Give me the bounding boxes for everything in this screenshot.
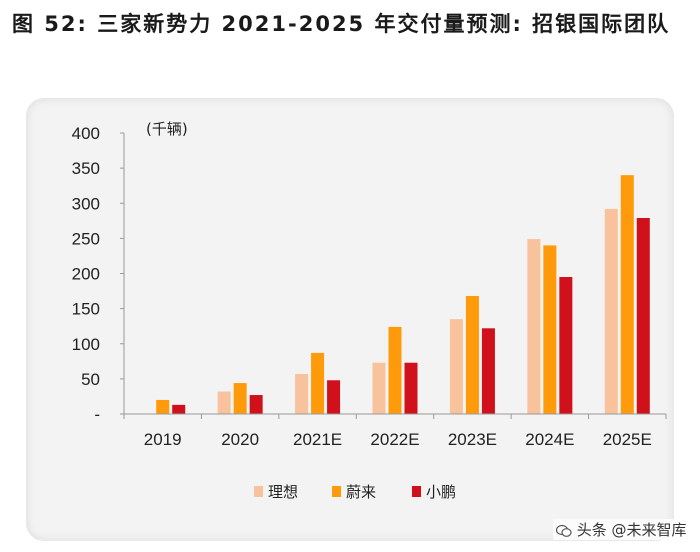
bar-蔚来-2021E	[311, 352, 325, 414]
x-tick-label: 2022E	[370, 430, 419, 449]
bar-蔚来-2019	[156, 399, 170, 414]
bar-理想-2022E	[372, 362, 386, 414]
y-tick-label: 50	[81, 370, 100, 389]
x-axis: 2019 2020 2021E 2022E 2023E 2024E 2025E	[123, 413, 667, 449]
x-tick-label: 2020	[221, 430, 259, 449]
bar-蔚来-2024E	[543, 245, 557, 414]
bar-理想-2023E	[449, 319, 463, 414]
bar-小鹏-2024E	[559, 277, 573, 414]
bar-理想-2021E	[295, 373, 309, 414]
y-tick-label: -	[94, 405, 100, 424]
bars	[156, 175, 650, 414]
y-tick-label: 300	[72, 194, 100, 213]
page-title: 图 52: 三家新势力 2021-2025 年交付量预测: 招银国际团队	[12, 12, 671, 36]
y-tick-label: 100	[72, 335, 100, 354]
bar-理想-2025E	[604, 208, 618, 414]
unit-label: (千辆)	[146, 120, 188, 138]
bar-理想-2024E	[527, 239, 541, 414]
y-axis: - 50 100 150 200 250 300 350 400	[72, 124, 125, 424]
x-tick-label: 2024E	[525, 430, 574, 449]
watermark: 头条 @未来智库	[553, 519, 690, 540]
bar-小鹏-2019	[172, 404, 186, 414]
legend: 理想 蔚来 小鹏	[254, 483, 456, 501]
legend-label: 蔚来	[346, 483, 376, 501]
bar-小鹏-2025E	[636, 218, 650, 414]
x-tick-label: 2023E	[448, 430, 497, 449]
y-tick-label: 350	[72, 159, 100, 178]
bar-小鹏-2023E	[481, 328, 495, 414]
x-tick-label: 2019	[144, 430, 182, 449]
legend-swatch	[412, 486, 421, 497]
watermark-text: 头条 @未来智库	[576, 521, 687, 539]
y-tick-label: 150	[72, 300, 100, 319]
legend-label: 小鹏	[426, 483, 456, 501]
legend-label: 理想	[268, 483, 298, 501]
bar-小鹏-2021E	[327, 380, 341, 414]
y-tick-label: 400	[72, 124, 100, 143]
bar-小鹏-2022E	[404, 362, 418, 414]
wechat-logo-icon	[556, 524, 572, 537]
x-tick-label: 2025E	[603, 430, 652, 449]
bar-蔚来-2022E	[388, 326, 402, 414]
bar-蔚来-2025E	[620, 175, 634, 414]
bar-蔚来-2023E	[465, 295, 479, 414]
legend-swatch	[332, 486, 341, 497]
y-tick-label: 250	[72, 229, 100, 248]
x-tick-label: 2021E	[293, 430, 342, 449]
bar-小鹏-2020	[249, 395, 263, 414]
bar-蔚来-2020	[233, 383, 247, 414]
legend-swatch	[254, 486, 263, 497]
y-tick-label: 200	[72, 265, 100, 284]
bar-理想-2020	[217, 391, 231, 414]
